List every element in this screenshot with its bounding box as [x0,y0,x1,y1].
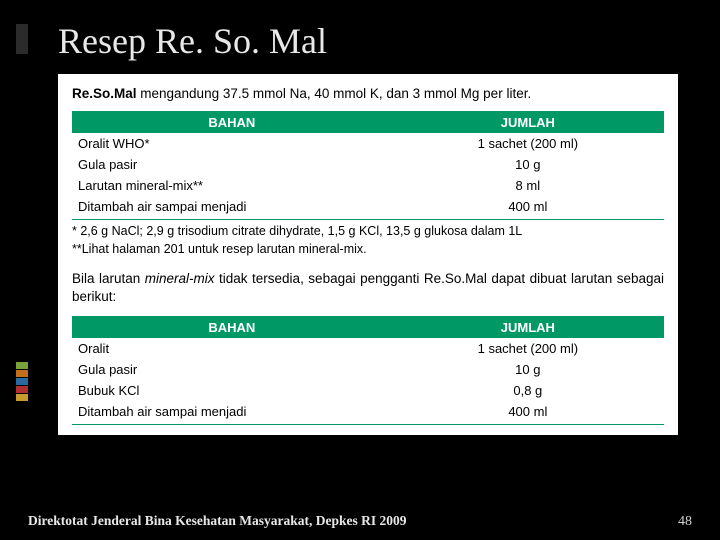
cell-bahan: Oralit WHO* [72,133,392,154]
mid-italic: mineral-mix [145,271,215,286]
table-header-row: BAHAN JUMLAH [72,317,664,338]
page-title: Resep Re. So. Mal [28,20,720,62]
cell-jumlah: 8 ml [392,175,664,196]
cell-bahan: Ditambah air sampai menjadi [72,401,392,422]
col-jumlah: JUMLAH [392,317,664,338]
composition-text: Re.So.Mal mengandung 37.5 mmol Na, 40 mm… [72,86,664,101]
stripe-4 [16,386,28,393]
table-row: Oralit1 sachet (200 ml) [72,338,664,359]
recipe-table-2: BAHAN JUMLAH Oralit1 sachet (200 ml) Gul… [72,317,664,422]
footer-source: Direktotat Jenderal Bina Kesehatan Masya… [28,513,407,529]
stripe-2 [16,370,28,377]
cell-bahan: Larutan mineral-mix** [72,175,392,196]
cell-jumlah: 400 ml [392,196,664,217]
table-row: Gula pasir10 g [72,154,664,175]
table-row: Oralit WHO*1 sachet (200 ml) [72,133,664,154]
table-row: Ditambah air sampai menjadi400 ml [72,401,664,422]
mid-pre: Bila larutan [72,271,145,286]
cell-jumlah: 400 ml [392,401,664,422]
page-number: 48 [678,514,692,530]
table-row: Ditambah air sampai menjadi400 ml [72,196,664,217]
cell-jumlah: 10 g [392,359,664,380]
cell-bahan: Oralit [72,338,392,359]
stripe-5 [16,394,28,401]
composition-bold: Re.So.Mal [72,86,137,101]
stripe-1 [16,362,28,369]
cell-jumlah: 1 sachet (200 ml) [392,133,664,154]
col-bahan: BAHAN [72,317,392,338]
table-row: Larutan mineral-mix**8 ml [72,175,664,196]
left-accent-stripes [16,362,28,402]
content-panel: Re.So.Mal mengandung 37.5 mmol Na, 40 mm… [58,74,678,435]
table-row: Gula pasir10 g [72,359,664,380]
cell-jumlah: 1 sachet (200 ml) [392,338,664,359]
footer: Direktotat Jenderal Bina Kesehatan Masya… [28,513,692,530]
table1-bottom-rule [72,219,664,220]
table-header-row: BAHAN JUMLAH [72,112,664,133]
table-row: Bubuk KCl0,8 g [72,380,664,401]
col-bahan: BAHAN [72,112,392,133]
title-accent-bar [16,24,28,54]
footnote-2: **Lihat halaman 201 untuk resep larutan … [72,242,664,256]
footnote-1: * 2,6 g NaCl; 2,9 g trisodium citrate di… [72,224,664,238]
cell-bahan: Gula pasir [72,154,392,175]
table2-bottom-rule [72,424,664,425]
cell-bahan: Bubuk KCl [72,380,392,401]
cell-jumlah: 0,8 g [392,380,664,401]
stripe-3 [16,378,28,385]
composition-rest: mengandung 37.5 mmol Na, 40 mmol K, dan … [137,86,532,101]
cell-jumlah: 10 g [392,154,664,175]
cell-bahan: Ditambah air sampai menjadi [72,196,392,217]
intermediate-text: Bila larutan mineral-mix tidak tersedia,… [72,270,664,306]
cell-bahan: Gula pasir [72,359,392,380]
col-jumlah: JUMLAH [392,112,664,133]
recipe-table-1: BAHAN JUMLAH Oralit WHO*1 sachet (200 ml… [72,112,664,217]
